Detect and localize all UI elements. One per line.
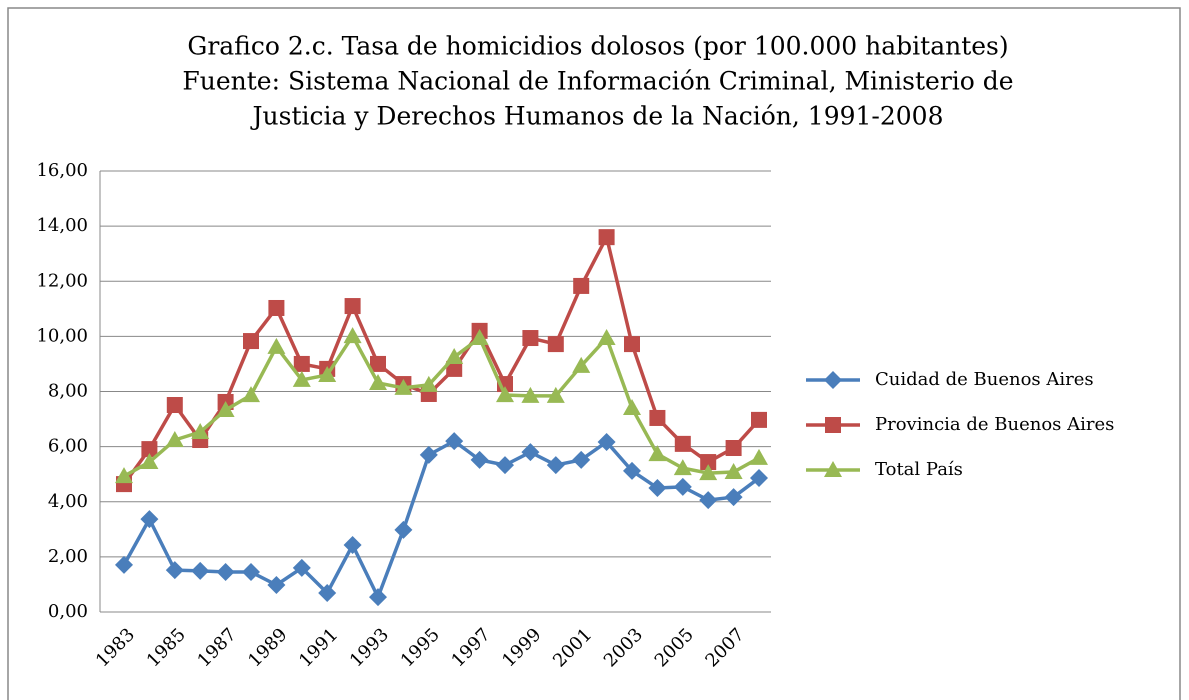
chart-title: Justicia y Derechos Humanos de la Nación… <box>250 102 944 131</box>
data-point <box>623 399 641 416</box>
data-point <box>597 432 616 451</box>
data-point <box>700 454 717 471</box>
data-point <box>369 588 387 607</box>
data-point <box>598 229 615 246</box>
series-line <box>123 334 760 478</box>
data-point <box>470 329 489 346</box>
data-point <box>292 558 311 577</box>
data-point <box>546 386 565 403</box>
data-point <box>725 440 742 457</box>
data-point <box>824 461 842 477</box>
data-point <box>750 469 768 488</box>
data-point <box>623 461 641 480</box>
data-point <box>446 360 463 377</box>
data-point <box>141 441 158 458</box>
data-point <box>243 333 259 350</box>
y-tick-label: 0,00 <box>48 601 88 622</box>
data-point <box>521 386 540 403</box>
legend-label: Provincia de Buenos Aires <box>875 414 1114 435</box>
data-point <box>751 411 767 428</box>
data-point <box>573 277 590 294</box>
data-point <box>394 520 413 539</box>
data-point <box>825 417 841 433</box>
data-point <box>292 370 311 387</box>
data-point <box>648 445 667 462</box>
y-tick-label: 16,00 <box>36 160 88 181</box>
series-line <box>122 235 761 486</box>
data-point <box>724 462 743 479</box>
data-point <box>674 435 691 452</box>
data-point <box>750 448 768 465</box>
data-point <box>216 563 235 582</box>
data-point <box>496 386 514 403</box>
y-tick-label: 4,00 <box>48 491 88 512</box>
y-tick-label: 2,00 <box>48 546 88 567</box>
data-point <box>673 459 692 476</box>
data-point <box>115 555 133 574</box>
legend-label: Cuidad de Buenos Aires <box>875 369 1094 390</box>
data-point <box>268 299 285 316</box>
data-point <box>624 336 640 353</box>
y-tick-label: 8,00 <box>48 381 88 402</box>
data-point <box>242 563 260 582</box>
data-point <box>166 397 183 414</box>
y-tick-label: 12,00 <box>36 270 88 291</box>
data-point <box>572 450 591 469</box>
data-point <box>115 467 133 484</box>
data-point <box>546 456 565 475</box>
data-point <box>673 477 692 496</box>
chart-title: Fuente: Sistema Nacional de Información … <box>182 67 1013 96</box>
legend-label: Total País <box>875 459 963 480</box>
data-point <box>216 400 235 417</box>
data-point <box>344 298 361 315</box>
data-point <box>824 371 842 389</box>
data-point <box>370 355 386 372</box>
y-tick-label: 6,00 <box>48 436 88 457</box>
data-point <box>267 575 286 594</box>
data-point <box>648 478 667 497</box>
data-point <box>318 583 337 602</box>
y-tick-label: 10,00 <box>36 325 88 346</box>
data-point <box>419 375 438 392</box>
data-point <box>597 329 616 346</box>
data-point <box>445 348 464 365</box>
data-point <box>369 373 387 390</box>
data-point <box>521 443 540 462</box>
data-point <box>318 365 337 382</box>
data-point <box>191 423 210 440</box>
data-point <box>267 337 286 354</box>
data-point <box>470 450 489 469</box>
data-point <box>547 336 564 353</box>
data-point <box>343 536 362 555</box>
data-point <box>343 327 362 344</box>
data-point <box>724 488 743 507</box>
data-point <box>165 431 184 448</box>
data-point <box>293 355 310 372</box>
data-point <box>419 445 438 464</box>
data-point <box>191 561 210 580</box>
data-point <box>699 464 718 481</box>
data-point <box>699 491 718 510</box>
data-point <box>649 409 666 426</box>
data-point <box>445 432 464 451</box>
chart-title: Grafico 2.c. Tasa de homicidios dolosos … <box>187 32 1008 61</box>
data-point <box>572 356 591 373</box>
data-point <box>242 386 260 403</box>
data-point <box>165 561 184 580</box>
y-tick-label: 14,00 <box>36 215 88 236</box>
data-point <box>140 453 159 470</box>
data-point <box>140 510 159 529</box>
data-point <box>394 378 413 395</box>
data-point <box>496 456 514 475</box>
data-point <box>522 330 539 347</box>
